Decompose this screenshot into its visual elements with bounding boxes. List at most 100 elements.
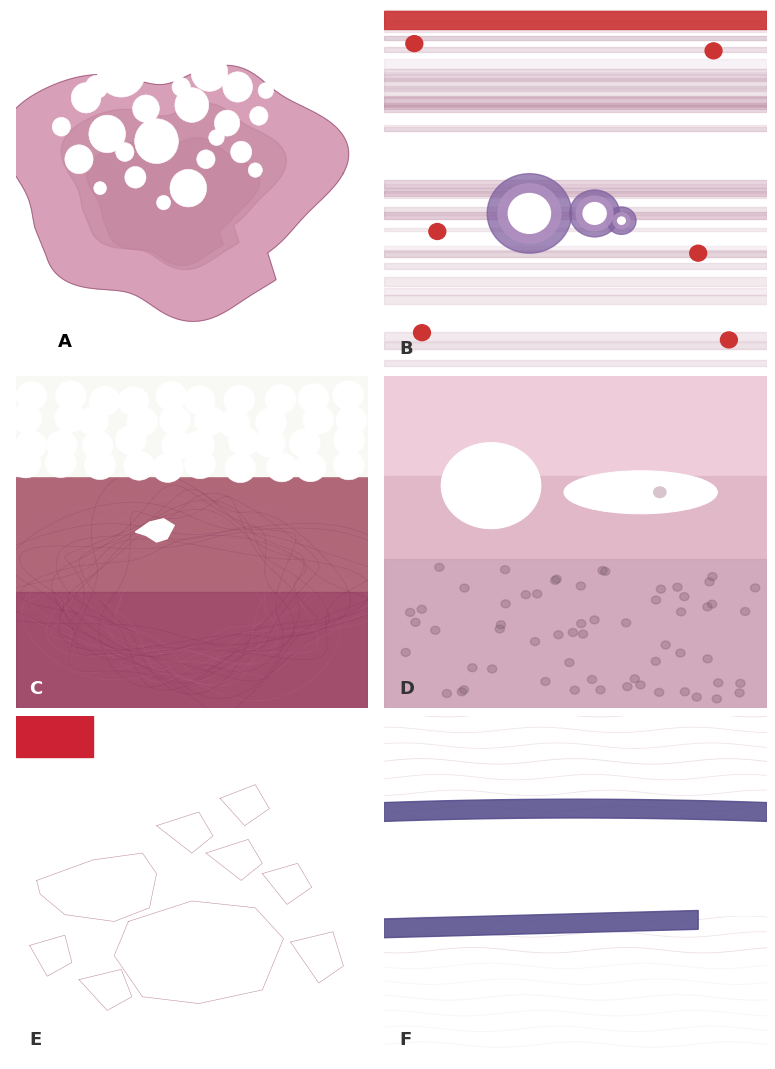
Circle shape [708, 600, 717, 608]
Circle shape [333, 425, 364, 454]
Circle shape [405, 608, 415, 617]
Bar [384, 78, 767, 88]
Bar [384, 127, 767, 130]
Circle shape [333, 451, 364, 480]
Text: B: B [399, 340, 412, 358]
Circle shape [336, 405, 367, 435]
Circle shape [577, 582, 585, 590]
Polygon shape [61, 104, 286, 269]
Circle shape [735, 680, 745, 687]
Circle shape [577, 620, 586, 628]
Circle shape [197, 150, 215, 169]
Bar [16, 476, 368, 708]
Circle shape [677, 608, 686, 616]
Circle shape [656, 585, 666, 593]
Circle shape [530, 638, 539, 646]
Circle shape [289, 429, 320, 458]
Circle shape [613, 213, 630, 229]
Bar [16, 716, 93, 757]
Bar [384, 188, 767, 198]
Bar [384, 216, 767, 219]
Circle shape [115, 425, 146, 454]
Bar [384, 59, 767, 69]
Circle shape [225, 453, 256, 482]
Bar [384, 184, 767, 188]
Circle shape [172, 78, 191, 96]
Circle shape [16, 430, 46, 460]
Bar [384, 90, 767, 97]
Circle shape [703, 603, 712, 610]
Polygon shape [262, 864, 312, 904]
Circle shape [250, 107, 268, 125]
Polygon shape [29, 935, 72, 976]
Circle shape [191, 53, 228, 91]
Circle shape [150, 33, 191, 76]
Circle shape [89, 115, 126, 153]
Circle shape [552, 575, 561, 583]
Bar [384, 15, 767, 24]
Circle shape [598, 567, 607, 574]
Circle shape [705, 578, 714, 586]
Polygon shape [220, 785, 270, 825]
Polygon shape [157, 812, 213, 853]
Circle shape [295, 452, 326, 482]
Circle shape [623, 683, 632, 691]
Circle shape [487, 173, 572, 253]
Circle shape [690, 245, 707, 261]
Bar [384, 69, 767, 79]
Circle shape [45, 448, 76, 478]
Circle shape [622, 619, 631, 626]
Text: A: A [58, 334, 72, 351]
Circle shape [160, 406, 191, 435]
Bar [384, 36, 767, 41]
Bar [384, 11, 767, 29]
Circle shape [184, 450, 215, 479]
Polygon shape [36, 853, 157, 921]
Circle shape [636, 681, 645, 688]
Circle shape [468, 664, 477, 671]
Circle shape [565, 659, 574, 667]
Circle shape [78, 406, 108, 435]
Bar [16, 376, 368, 476]
Circle shape [406, 35, 422, 51]
Circle shape [215, 110, 239, 136]
Circle shape [661, 641, 670, 649]
Circle shape [750, 584, 759, 592]
Circle shape [156, 382, 187, 410]
Circle shape [501, 566, 510, 574]
Text: C: C [29, 681, 43, 698]
Circle shape [298, 384, 329, 413]
Circle shape [256, 407, 287, 437]
Circle shape [10, 449, 41, 478]
Circle shape [71, 82, 101, 113]
Bar [384, 73, 767, 81]
Bar [384, 288, 767, 295]
Bar [384, 68, 767, 75]
Polygon shape [384, 800, 767, 821]
Bar [384, 213, 767, 219]
Circle shape [254, 428, 285, 458]
Circle shape [498, 184, 561, 243]
Bar [384, 125, 767, 131]
Circle shape [587, 676, 597, 683]
Bar [384, 376, 767, 476]
Circle shape [607, 207, 636, 234]
Polygon shape [384, 819, 767, 915]
Polygon shape [384, 911, 698, 938]
Circle shape [82, 431, 113, 460]
Circle shape [578, 630, 587, 638]
Circle shape [673, 584, 682, 591]
Bar [384, 190, 767, 197]
Circle shape [52, 118, 71, 136]
Circle shape [735, 688, 744, 697]
Text: D: D [399, 681, 414, 698]
Circle shape [435, 563, 444, 571]
Circle shape [152, 453, 184, 482]
Bar [384, 249, 767, 258]
Circle shape [126, 407, 157, 436]
Bar [384, 180, 767, 188]
Circle shape [224, 385, 255, 415]
Circle shape [170, 169, 207, 207]
Circle shape [590, 616, 599, 624]
Circle shape [417, 605, 426, 614]
